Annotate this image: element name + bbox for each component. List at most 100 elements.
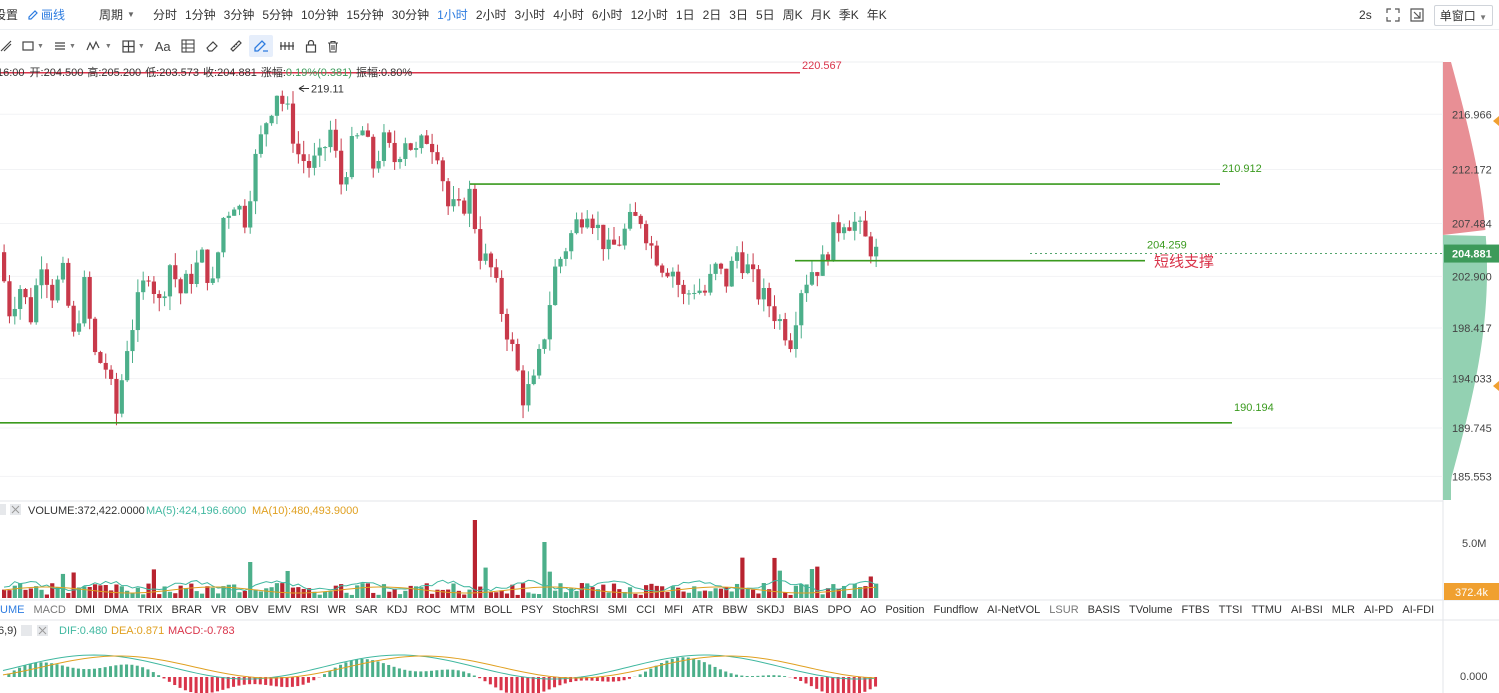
timeframe-2[interactable]: 3分钟 [223,8,255,22]
indicator-tab-tvolume[interactable]: TVolume [1129,604,1173,616]
indicator-tab-ai-bsi[interactable]: AI-BSI [1290,604,1323,616]
lock-tool-icon[interactable] [301,35,321,57]
timeframe-13[interactable]: 1日 [675,8,695,22]
indicator-tab-dmi[interactable]: DMI [74,604,96,616]
period-selector[interactable]: 周期 ▼ [99,6,135,23]
candle-body [76,323,82,332]
indicator-tab-position[interactable]: Position [885,604,925,616]
indicator-tab-kdj[interactable]: KDJ [386,604,408,616]
indicator-tab-ttsi[interactable]: TTSI [1218,604,1243,616]
pencil-icon [28,9,38,20]
pen-tool-icon[interactable] [248,35,273,57]
indicator-tab-stochrsi[interactable]: StochRSI [552,604,599,616]
timeframe-6[interactable]: 30分钟 [391,8,430,22]
macd-histogram-bar [622,677,626,681]
timeframe-11[interactable]: 6小时 [591,8,623,22]
indicator-tab-smi[interactable]: SMI [607,604,628,616]
indicator-tab-mfi[interactable]: MFI [664,604,684,616]
indicator-tab-ttmu[interactable]: TTMU [1251,604,1282,616]
indicator-tab-ume[interactable]: UME [0,604,25,616]
indicator-tab-ao[interactable]: AO [860,604,877,616]
expand-icon[interactable] [1386,8,1400,22]
indicator-tab-dpo[interactable]: DPO [827,604,852,616]
indicator-tab-ftbs[interactable]: FTBS [1181,604,1210,616]
timeframe-7[interactable]: 1小时 [437,8,468,22]
crosshair-tool-icon[interactable]: ▼ [118,35,149,57]
indicator-tab-emv[interactable]: EMV [267,604,292,616]
indicator-tab-vr[interactable]: VR [211,604,227,616]
draw-line-button[interactable]: 画线 [27,6,75,23]
indicator-tab-wr[interactable]: WR [327,604,347,616]
timeframe-1[interactable]: 1分钟 [184,8,216,22]
ruler-tool-icon[interactable] [225,35,247,57]
macd-histogram-bar [157,675,161,677]
settings-link[interactable]: 设置 [0,8,19,22]
window-mode-select[interactable]: 单窗口 ▼ [1433,4,1493,26]
line-tool-icon[interactable] [0,35,16,57]
eraser-tool-icon[interactable] [201,35,223,57]
indicator-tab-dma[interactable]: DMA [104,604,129,616]
high-marker-label: 219.11 [311,84,344,96]
indicator-tab-macd[interactable]: MACD [33,604,66,616]
timeframe-4[interactable]: 10分钟 [301,8,339,22]
timeframe-3[interactable]: 5分钟 [262,8,294,22]
indicator-tab-rsi[interactable]: RSI [300,604,319,616]
macd-dif: DIF:0.480 [59,625,107,637]
timeframe-17[interactable]: 周K [782,8,803,22]
indicator-tab-bias[interactable]: BIAS [793,604,819,616]
indicator-tab-sar[interactable]: SAR [355,604,378,616]
indicator-tab-mtm[interactable]: MTM [449,604,476,616]
fullscreen-icon[interactable] [1410,8,1424,22]
indicator-tab-ai-fdi[interactable]: AI-FDI [1402,604,1435,616]
wave-tool-icon[interactable]: ▼ [82,35,116,57]
timeframe-8[interactable]: 2小时 [475,8,507,22]
indicator-tab-mlr[interactable]: MLR [1331,604,1356,616]
volume-bar [617,589,622,598]
candle-body [756,269,761,300]
timeframe-5[interactable]: 15分钟 [346,8,384,22]
indicator-tab-lsur[interactable]: LSUR [1049,604,1079,616]
indicator-tab-basis[interactable]: BASIS [1087,604,1121,616]
timeframe-10[interactable]: 4小时 [553,8,584,22]
ohlc-info-7: 振幅:0.80% [356,65,412,79]
timeframe-15[interactable]: 3日 [729,8,748,22]
indicator-tab-skdj[interactable]: SKDJ [756,604,785,616]
timeframe-0[interactable]: 分时 [152,8,177,22]
indicator-tab-roc[interactable]: ROC [416,604,441,616]
indicator-tab-ai-pd[interactable]: AI-PD [1364,604,1394,616]
macd-histogram-bar [210,677,214,693]
indicator-tab-trix[interactable]: TRIX [137,604,163,616]
sequence-tool-icon[interactable] [275,35,299,57]
text-tool[interactable]: Aa [151,35,175,57]
timeframe-14[interactable]: 2日 [702,8,722,22]
trash-tool-icon[interactable] [323,35,343,57]
indicator-tab-cci[interactable]: CCI [636,604,656,616]
indicator-tab-obv[interactable]: OBV [235,604,259,616]
hlines-tool-icon[interactable]: ▼ [50,35,80,57]
indicator-tab-bbw[interactable]: BBW [722,604,748,616]
indicator-tab-psy[interactable]: PSY [521,604,544,616]
candle-body [595,224,601,229]
fib-tool-icon[interactable] [177,35,199,57]
indicator-tab-atr[interactable]: ATR [692,604,714,616]
indicator-tab-boll[interactable]: BOLL [484,604,513,616]
indicator-tab-fundflow[interactable]: Fundflow [933,604,979,616]
timeframe-12[interactable]: 12小时 [630,8,668,22]
indicator-tab-ai-netvol[interactable]: AI-NetVOL [987,604,1041,616]
candle-body [697,290,702,293]
rect-tool-icon[interactable]: ▼ [18,35,48,57]
timeframe-16[interactable]: 5日 [755,8,775,22]
timeframe-9[interactable]: 3小时 [514,8,546,22]
volume-bar [574,591,579,598]
macd-histogram-bar [323,674,326,677]
macd-histogram-bar [98,668,102,677]
timeframe-19[interactable]: 季K [838,8,859,22]
candle-body [301,154,306,162]
indicator-tab-brar[interactable]: BRAR [171,604,203,616]
candle-body [467,188,472,214]
volume-current-tag [1444,583,1499,600]
refresh-interval[interactable]: 2s [1359,8,1372,22]
timeframe-20[interactable]: 年K [866,8,887,22]
timeframe-18[interactable]: 月K [810,8,831,22]
